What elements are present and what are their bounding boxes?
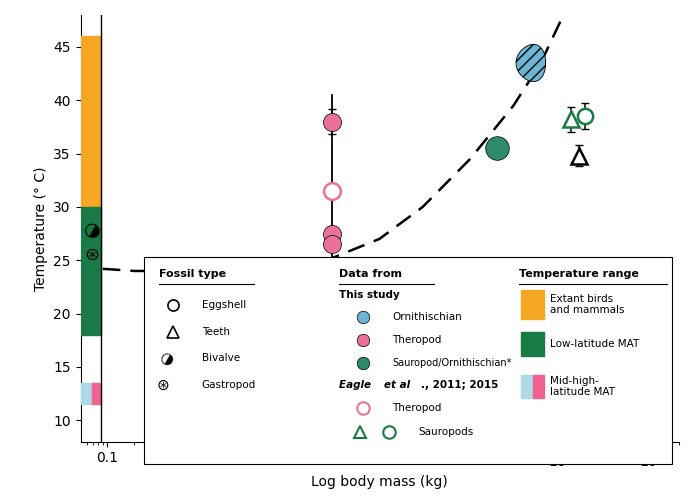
Text: This study: This study: [339, 290, 400, 300]
Text: ⊛: ⊛: [84, 246, 99, 264]
Text: Sauropod/Ornithischian*: Sauropod/Ornithischian*: [392, 358, 511, 368]
Text: Mid-high-
latitude MAT: Mid-high- latitude MAT: [550, 376, 615, 397]
Text: ⊛: ⊛: [157, 378, 169, 393]
Text: Theropod: Theropod: [392, 335, 441, 345]
Text: Eagle: Eagle: [339, 380, 375, 390]
Text: Bivalve: Bivalve: [202, 353, 240, 363]
Text: Theropod: Theropod: [392, 403, 441, 413]
Ellipse shape: [516, 44, 546, 82]
Text: Temperature range: Temperature range: [519, 269, 638, 279]
Text: Extant birds
and mammals: Extant birds and mammals: [550, 294, 625, 315]
Text: Eggshell: Eggshell: [202, 299, 246, 309]
Text: Low-latitude MAT: Low-latitude MAT: [550, 339, 640, 349]
Text: Teeth: Teeth: [202, 326, 230, 336]
Text: Gastropod: Gastropod: [202, 380, 256, 390]
X-axis label: Log body mass (kg): Log body mass (kg): [312, 476, 448, 490]
Text: Ornithischian: Ornithischian: [392, 312, 461, 322]
Bar: [522, 290, 544, 319]
Text: Sauropods: Sauropods: [419, 427, 474, 437]
Text: et al: et al: [384, 380, 410, 390]
Bar: [522, 331, 544, 356]
Y-axis label: Temperature (° C): Temperature (° C): [34, 166, 48, 290]
Text: Data from: Data from: [339, 269, 402, 279]
Text: ., 2011; 2015: ., 2011; 2015: [421, 380, 498, 390]
Bar: [522, 375, 533, 398]
Text: ◑: ◑: [80, 218, 104, 243]
Text: ◑: ◑: [157, 349, 176, 368]
Bar: [533, 375, 544, 398]
Text: Fossil type: Fossil type: [160, 269, 227, 279]
